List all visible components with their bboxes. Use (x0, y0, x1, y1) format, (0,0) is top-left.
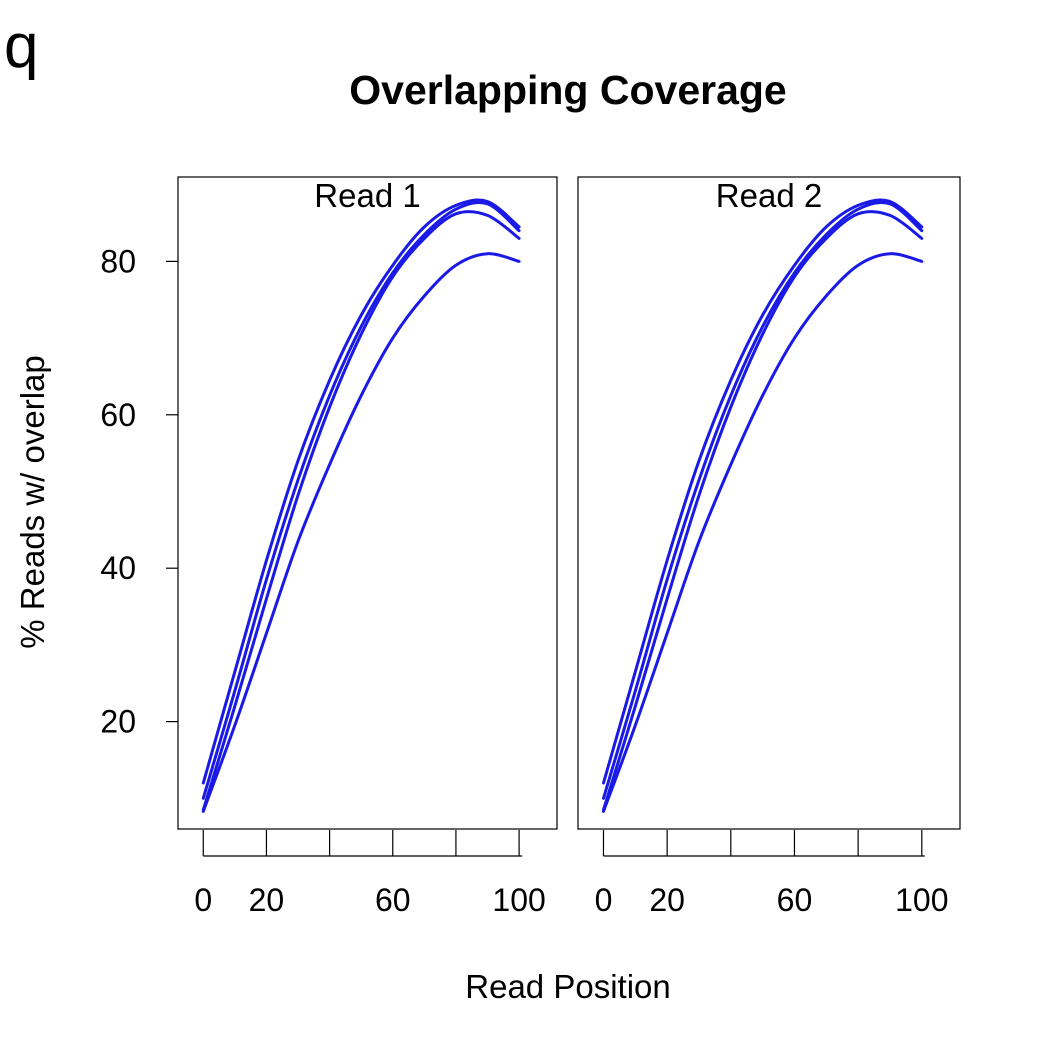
x-tick-label: 60 (777, 882, 813, 918)
panel-strip-label: Read 1 (314, 177, 420, 214)
panel-frame (177, 176, 558, 830)
x-tick-label: 20 (649, 882, 685, 918)
panel-strip-label: Read 2 (716, 177, 822, 214)
y-tick-label: 60 (100, 397, 136, 433)
series-line-2 (602, 200, 924, 800)
panel-read-1: Read 1 0 20 60 100 (177, 176, 558, 918)
x-tick-label: 20 (249, 882, 285, 918)
panel-read-2: Read 2 0 20 60 100 (577, 176, 961, 918)
series-line-4 (602, 252, 924, 813)
y-axis: 20 40 60 80 (100, 243, 178, 740)
y-axis-label: % Reads w/ overlap (14, 355, 51, 648)
y-tick-label: 20 (100, 704, 136, 740)
x-tick-label: 100 (492, 882, 545, 918)
panel-frame (577, 176, 961, 830)
y-tick-label: 40 (100, 550, 136, 586)
series-group (602, 198, 924, 813)
series-group (201, 198, 521, 813)
series-line-4 (201, 252, 521, 813)
series-line-1 (602, 198, 924, 785)
series-line-2 (201, 200, 521, 800)
chart-title: Overlapping Coverage (349, 67, 786, 113)
x-axis: 0 20 60 100 (595, 830, 948, 918)
x-tick-label: 0 (194, 882, 212, 918)
x-tick-label: 60 (375, 882, 411, 918)
x-axis-label: Read Position (465, 968, 670, 1005)
series-line-3 (201, 210, 521, 812)
x-axis: 0 20 60 100 (194, 830, 546, 918)
series-line-1 (201, 198, 521, 785)
panel-letter: q (4, 12, 38, 81)
x-tick-label: 100 (895, 882, 948, 918)
x-tick-label: 0 (595, 882, 613, 918)
y-tick-label: 80 (100, 243, 136, 279)
series-line-3 (602, 210, 924, 812)
